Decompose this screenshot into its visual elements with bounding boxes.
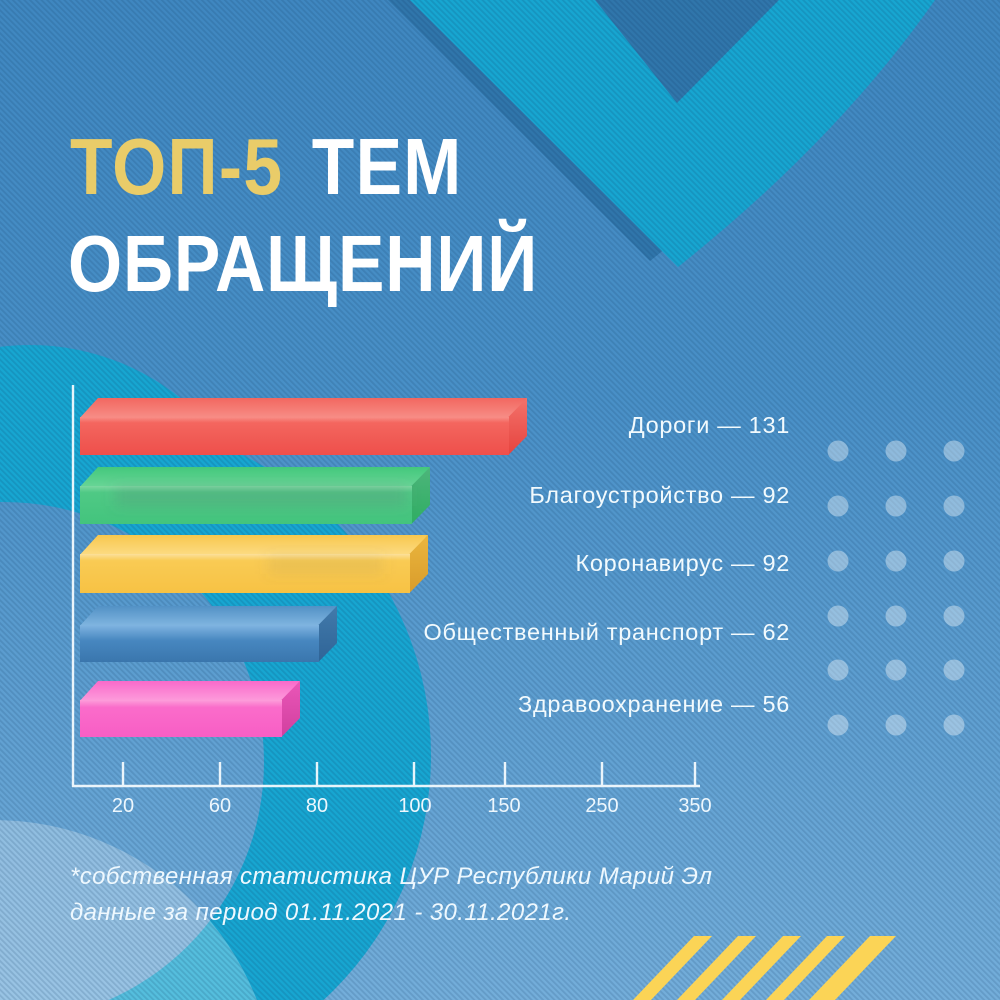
svg-text:Здравоохранение — 56: Здравоохранение — 56 [518,691,790,717]
svg-text:80: 80 [306,795,328,817]
svg-text:250: 250 [585,795,618,817]
svg-text:*собственная статистика ЦУР Ре: *собственная статистика ЦУР Республики М… [70,863,712,890]
svg-text:150: 150 [487,795,520,817]
svg-text:Общественный транспорт — 62: Общественный транспорт — 62 [423,619,790,645]
svg-text:ТОП-5 ТЕМ: ТОП-5 ТЕМ [70,121,463,211]
svg-text:Дороги — 131: Дороги — 131 [629,412,790,438]
svg-text:350: 350 [678,795,711,817]
svg-text:20: 20 [112,795,134,817]
svg-text:Благоустройство — 92: Благоустройство — 92 [529,482,790,508]
svg-text:100: 100 [398,795,431,817]
svg-text:данные за период 01.11.2021 -: данные за период 01.11.2021 - 30.11.2021… [70,899,571,926]
svg-text:Коронавирус — 92: Коронавирус — 92 [576,550,791,576]
svg-text:60: 60 [209,795,231,817]
svg-text:ОБРАЩЕНИЙ: ОБРАЩЕНИЙ [68,218,538,308]
